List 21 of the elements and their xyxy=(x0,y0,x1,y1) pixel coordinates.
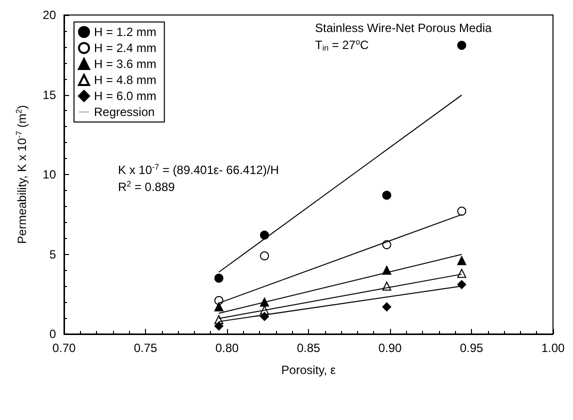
legend-label: H = 6.0 mm xyxy=(94,89,156,103)
y-axis-title: Permeability, K x 10-7 (m2) xyxy=(14,105,29,244)
x-tick-label: 0.70 xyxy=(52,341,76,355)
x-tick-label: 0.85 xyxy=(296,341,320,355)
annotation: Stainless Wire-Net Porous Media xyxy=(315,21,492,35)
y-tick-label: 10 xyxy=(42,168,56,182)
x-tick-label: 0.95 xyxy=(460,341,484,355)
x-tick-label: 0.90 xyxy=(378,341,402,355)
y-tick-label: 5 xyxy=(49,247,56,262)
y-tick-label: 20 xyxy=(42,8,56,22)
legend-label: Regression xyxy=(94,105,155,119)
legend-label: H = 1.2 mm xyxy=(94,25,156,39)
x-tick-label: 0.75 xyxy=(134,341,158,355)
y-tick-label: 15 xyxy=(42,88,56,102)
x-tick-label: 0.80 xyxy=(215,341,239,355)
legend-label: H = 4.8 mm xyxy=(94,73,156,87)
x-tick-label: 1.00 xyxy=(541,341,565,355)
y-tick-label: 0 xyxy=(49,327,56,341)
legend-label: H = 2.4 mm xyxy=(94,41,156,55)
x-axis-title: Porosity, ε xyxy=(281,363,336,377)
legend-label: H = 3.6 mm xyxy=(94,57,156,71)
